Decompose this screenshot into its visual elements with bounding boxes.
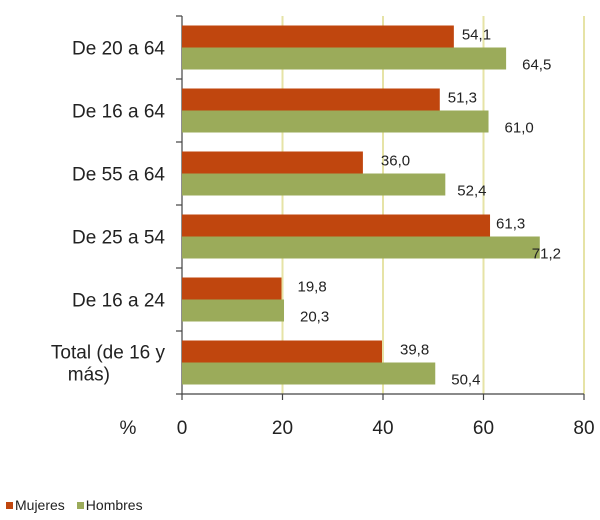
legend-label-hombres: Hombres <box>85 497 143 513</box>
data-label-hombres-3: 71,2 <box>532 246 561 263</box>
x-tick-label-0: 0 <box>177 418 188 439</box>
bar-mujeres-4 <box>182 277 282 300</box>
x-tick-label-60: 60 <box>473 418 494 439</box>
x-tick-label-20: 20 <box>272 418 293 439</box>
data-label-hombres-4: 20,3 <box>300 309 329 326</box>
legend-swatch-mujeres <box>6 501 13 509</box>
category-label-line: De 25 a 54 <box>72 228 165 249</box>
data-labels: 54,1 64,5 51,3 61,0 36,0 52,4 61,3 71,2 19,8 20,3… <box>297 27 560 389</box>
legend-label-mujeres: Mujeres <box>15 497 65 513</box>
x-tick-label-40: 40 <box>372 418 393 439</box>
data-label-hombres-0: 64,5 <box>522 57 551 74</box>
category-label-2: De 55 a 64 <box>72 165 165 186</box>
legend-item-mujeres: Mujeres <box>6 497 65 513</box>
category-label-0: De 20 a 64 <box>72 39 165 60</box>
bar-mujeres-2 <box>182 151 363 174</box>
legend: Mujeres Hombres <box>6 497 143 513</box>
category-labels: De 20 a 64 De 16 a 64 De 55 a 64 De 25 a 54… <box>51 39 166 386</box>
bar-hombres-1 <box>182 110 489 133</box>
category-label-line: De 20 a 64 <box>72 39 165 60</box>
category-label-4: De 16 a 24 <box>72 291 165 312</box>
data-label-mujeres-1: 51,3 <box>448 90 477 107</box>
bar-hombres-2 <box>182 173 446 196</box>
bars <box>182 25 540 385</box>
x-axis-label: % <box>120 418 137 439</box>
bar-mujeres-1 <box>182 88 440 111</box>
axes <box>176 15 585 400</box>
data-label-hombres-2: 52,4 <box>457 183 486 200</box>
category-label-3: De 25 a 54 <box>72 228 165 249</box>
bar-mujeres-3 <box>182 214 491 237</box>
legend-item-hombres: Hombres <box>76 497 143 513</box>
bar-hombres-0 <box>182 47 507 70</box>
data-label-hombres-5: 50,4 <box>451 372 480 389</box>
x-tick-label-80: 80 <box>573 418 594 439</box>
category-label-line: De 16 a 64 <box>72 102 165 123</box>
bar-mujeres-5 <box>182 340 382 363</box>
data-label-mujeres-2: 36,0 <box>381 153 410 170</box>
category-label-line: más) <box>68 365 110 386</box>
data-label-mujeres-0: 54,1 <box>462 27 491 44</box>
legend-swatch-hombres <box>76 501 84 509</box>
category-label-line: De 55 a 64 <box>72 165 165 186</box>
category-label-1: De 16 a 64 <box>72 102 165 123</box>
gridlines <box>281 16 585 394</box>
x-tick-labels: 0 20 40 60 80 <box>177 418 595 439</box>
data-label-mujeres-5: 39,8 <box>400 342 429 359</box>
category-label-line: De 16 a 24 <box>72 291 165 312</box>
bar-hombres-4 <box>182 299 285 322</box>
category-label-line: Total (de 16 y <box>51 343 166 364</box>
category-label-5: Total (de 16 y más) <box>51 343 166 386</box>
bar-hombres-5 <box>182 362 436 385</box>
data-label-hombres-1: 61,0 <box>505 120 534 137</box>
bar-mujeres-0 <box>182 25 454 48</box>
data-label-mujeres-3: 61,3 <box>496 216 525 233</box>
bar-hombres-3 <box>182 236 540 259</box>
data-label-mujeres-4: 19,8 <box>297 279 326 296</box>
